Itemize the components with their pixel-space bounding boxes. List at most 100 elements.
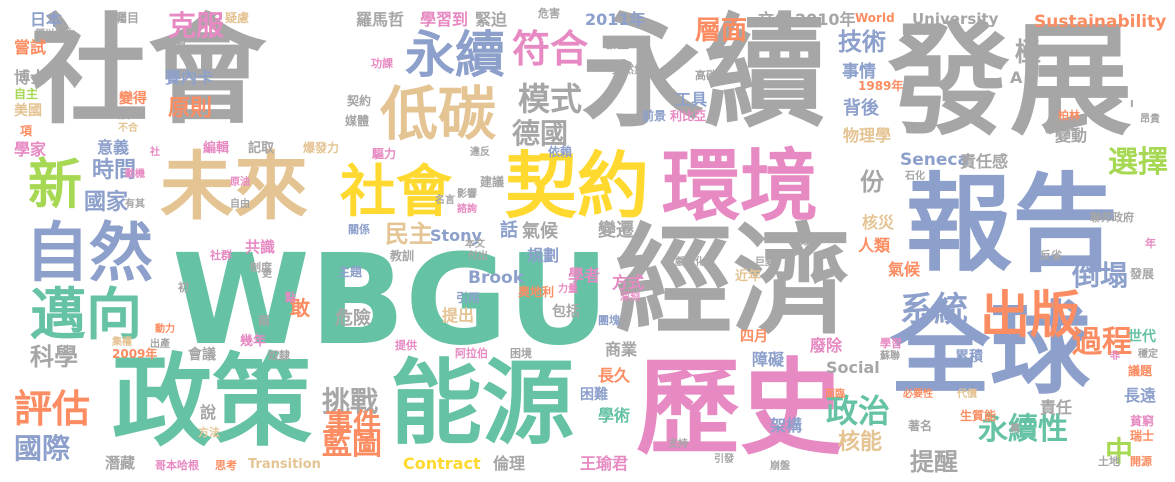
w-bao-fa-li: 爆發力 (303, 141, 340, 155)
w-dai-jia: 代價 (957, 389, 977, 400)
word-ji-shu: 技術 (838, 28, 886, 56)
w-fei: 非 (1110, 351, 1120, 362)
word-di-tan: 低碳 (380, 80, 497, 148)
w-wu-li-xue: 物理學 (843, 126, 892, 145)
w-bian-dong: 變動 (1055, 126, 1088, 145)
w-jin-nian: 近年 (735, 269, 762, 284)
w-shi-dai: 世代 (1128, 329, 1156, 345)
w-chu: 初 (178, 281, 189, 294)
word-xi-tong: 系統 (900, 290, 968, 330)
w-ju-bian: 巨變 (755, 257, 775, 268)
w-fan-sheng: 反省 (1040, 249, 1062, 262)
word-min-zhu: 民主 (385, 220, 433, 248)
word-fen: 份 (860, 168, 884, 196)
w-qi-yue-2: 契約 (347, 94, 372, 108)
w-hua: 話 (500, 220, 518, 241)
w-tian-ran-qi: 天然氣 (612, 63, 645, 76)
w-yin-yong: 引用 (456, 291, 481, 305)
w-ti-chu: 提出 (442, 306, 475, 325)
w-ge-ben-ha-gen: 哥本哈根 (155, 459, 199, 472)
word-bao-gao: 報告 (906, 163, 1118, 286)
word-yuan-ze: 原則 (168, 96, 213, 121)
word-i: A (1010, 68, 1023, 87)
w-shang-ye: 商業 (605, 340, 638, 359)
w-gong-shi: 共識 (245, 238, 276, 256)
word-ceng-mian: 層面 (695, 16, 748, 46)
word-li-shi: 歷史 (636, 347, 845, 469)
w-lian-bang: 聯邦政府 (1090, 211, 1134, 224)
word-neng-yuan: 能源 (390, 350, 575, 457)
w-ji-quan: 集權 (112, 337, 132, 348)
word-a: 極 (1015, 38, 1042, 68)
w-fei-chu: 廢除 (810, 336, 843, 355)
w-xue-zhe: 學者 (568, 266, 601, 285)
word-ti-xing: 提醒 (910, 448, 958, 476)
w-tuan-kuai: 團塊 (598, 314, 620, 327)
w-qi-hou: 氣候 (522, 221, 558, 242)
word-zhong: 中 (1105, 435, 1134, 468)
w-luo-ma-zhe: 羅馬哲 (356, 10, 405, 29)
w-nian: 年 (1145, 237, 1156, 250)
w-qi-hou-2: 氣候 (888, 260, 921, 279)
w-qu-li: 驅力 (372, 147, 397, 161)
w-beng-pan: 崩盤 (770, 461, 790, 472)
w-bian-de: 變得 (119, 91, 147, 107)
word-chu-ban: 出版 (980, 286, 1080, 344)
word-fu-he: 符合 (512, 27, 589, 71)
w-lun-li: 倫理 (493, 454, 526, 473)
w-yin-fa: 引發 (714, 454, 734, 465)
word-shi-jian-2: 時間 (92, 158, 137, 183)
w-kun-nan: 困難 (580, 387, 608, 403)
word-2011: 2011年 (585, 10, 646, 29)
w-ji-qu: 記取 (248, 141, 275, 156)
w-zhi-chi: 支持 (668, 439, 688, 450)
word-transition: Transition (248, 457, 321, 472)
w-dian: 點 (285, 291, 296, 304)
w-jian-yi: 建議 (480, 175, 505, 189)
word-she-hui-2: 社會 (340, 160, 452, 225)
word-xuan-ze: 選擇 (1108, 145, 1168, 180)
word-ke-fu: 克服 (168, 9, 225, 42)
w-qian-jing: 前景 (642, 109, 667, 123)
w-shi-hua: 石化 (905, 171, 925, 182)
word-guo-ji: 國際 (14, 432, 71, 465)
word-shi-jian: 事件 (325, 407, 382, 440)
word-ke-xue: 科學 (30, 343, 78, 371)
w-chang-yuan: 長遠 (1124, 386, 1157, 405)
w-mei-ti: 媒體 (345, 114, 370, 128)
w-zhu-mu: 矚目 (115, 11, 140, 25)
w-po-yi-wei-sheng: 頗以為生 (35, 29, 75, 40)
w-a-la-bo: 阿拉伯 (455, 347, 488, 360)
w-ze-ren-gan: 責任感 (960, 152, 1009, 171)
w-bei-hou: 背後 (843, 98, 879, 119)
w-ren-lei: 人類 (858, 236, 891, 255)
word-2010: 2010年 (795, 10, 856, 29)
word-quan-qiu: 全球 (890, 291, 1090, 408)
w-zhu-ming: 著名 (908, 419, 933, 433)
w-gong-ju: 工具 (675, 90, 708, 109)
w-zi-zhu: 自主 (14, 87, 39, 101)
word-xin: 新 (28, 153, 82, 216)
word-brook: Brook (468, 268, 525, 288)
w-xue-xi-dao: 學習到 (420, 10, 469, 29)
word-he-neng: 核能 (838, 430, 883, 455)
w-si-kao: 思考 (215, 459, 237, 472)
word-mo-shi: 模式 (518, 80, 583, 118)
w-bi-yao-xing: 必要性 (903, 389, 933, 400)
w-bian-ji: 編輯 (203, 141, 230, 156)
w-ze-ren: 責任 (1040, 398, 1073, 417)
w-ang-gui: 昂貴 (1140, 114, 1160, 125)
w-xiang: 項 (20, 124, 33, 138)
w-mian-lin: 面臨 (825, 389, 845, 400)
word-stony: Stony (430, 226, 482, 245)
w-gui-hua: 規劃 (527, 246, 560, 265)
w-bo-shi: 博士 (14, 68, 47, 87)
w-yi-ti: 議題 (1128, 364, 1153, 378)
w-she: 社 (150, 147, 160, 158)
w-gu: 股 (118, 107, 131, 121)
w-kai-yuan: 開源 (1130, 455, 1152, 468)
w-yuan-you: 原油 (230, 177, 250, 188)
w-fang-shi: 方式 (612, 273, 645, 292)
w-li-bi-ya: 利比亞 (670, 109, 707, 123)
w-liang: 兩 (258, 314, 271, 328)
